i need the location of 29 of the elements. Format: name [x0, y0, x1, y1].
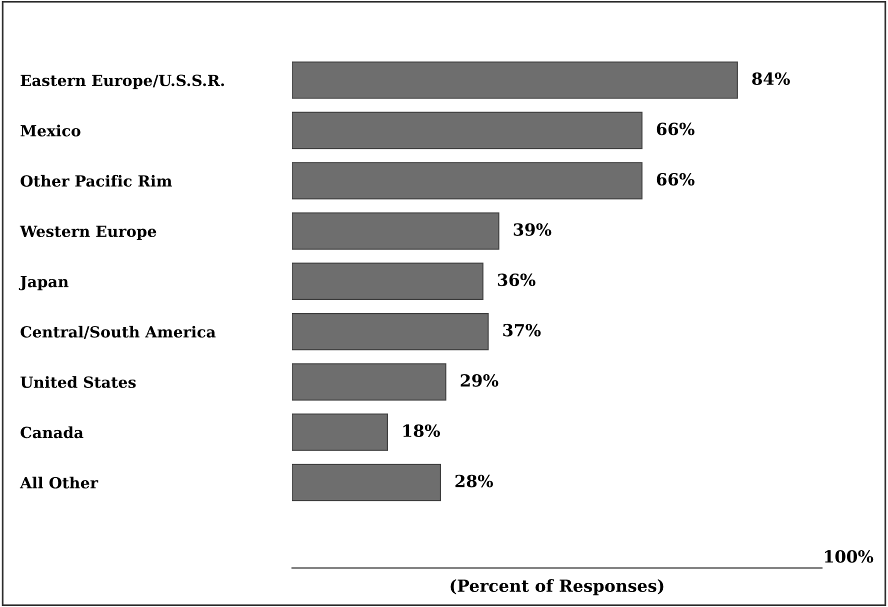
bar	[292, 262, 484, 300]
bar	[292, 312, 489, 350]
y-tick-label: Mexico	[20, 124, 80, 136]
data-label: 29%	[460, 374, 498, 387]
bar	[292, 112, 642, 150]
y-tick-label: Other Pacific Rim	[20, 174, 172, 187]
bar	[292, 162, 642, 200]
y-tick-label: Canada	[20, 426, 84, 438]
data-label: 84%	[752, 72, 790, 85]
data-label: 37%	[503, 324, 541, 336]
bar	[292, 414, 388, 451]
bar	[292, 363, 446, 401]
data-label: 39%	[514, 223, 552, 236]
data-label: 66%	[656, 172, 694, 186]
data-label: 36%	[498, 274, 536, 286]
bar	[292, 212, 500, 250]
bar	[292, 464, 442, 502]
y-tick-label: Japan	[18, 276, 68, 290]
y-tick-label: Central/South America	[20, 326, 216, 339]
y-tick-label: United States	[20, 376, 136, 388]
y-tick-label: Western Europe	[20, 226, 156, 240]
text: 100%	[825, 550, 874, 563]
y-tick-label: Eastern Europe/U.S.S.R.	[20, 74, 224, 90]
x-axis-title: (Percent of Responses)	[450, 579, 664, 596]
data-label: 18%	[403, 424, 440, 438]
bar	[292, 61, 738, 99]
data-label: 66%	[656, 122, 694, 136]
data-label: 28%	[455, 474, 493, 488]
y-tick-label: All Other	[20, 476, 98, 489]
